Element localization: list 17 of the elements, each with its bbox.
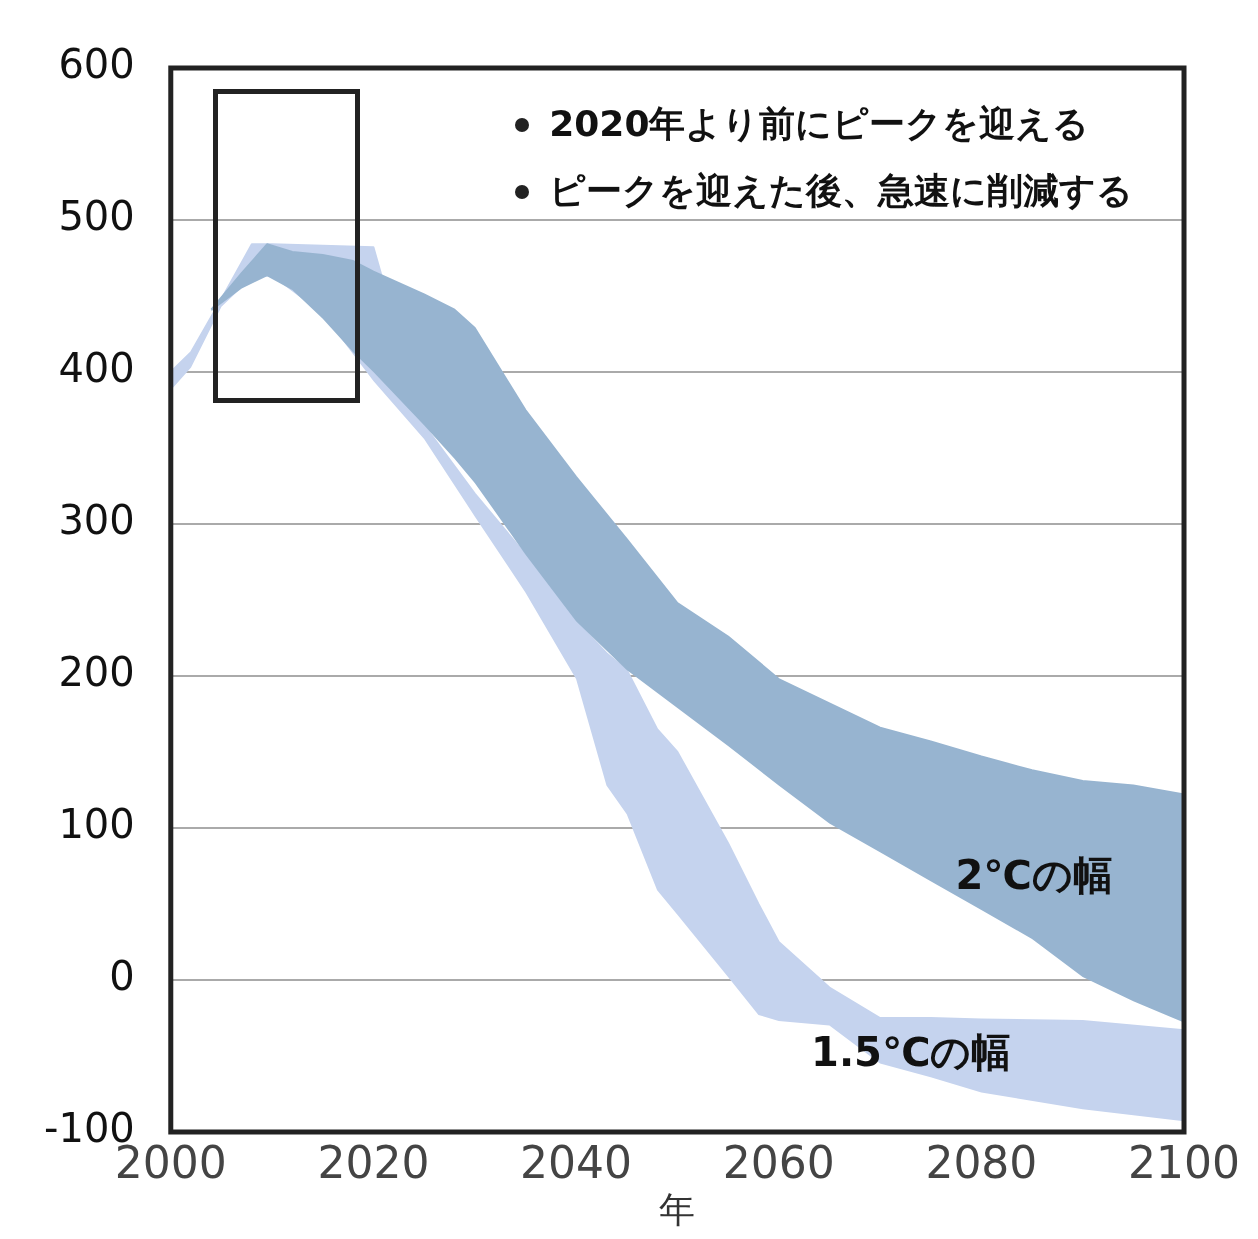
series-label: 1.5℃の幅 bbox=[811, 1029, 1012, 1076]
y-tick-label: 500 bbox=[58, 193, 135, 240]
y-tick-label: 100 bbox=[58, 801, 135, 848]
x-axis-title: 年 bbox=[659, 1188, 696, 1230]
series-label: 2℃の幅 bbox=[955, 852, 1113, 899]
x-tick-label: 2040 bbox=[520, 1136, 633, 1188]
y-tick-label: 0 bbox=[109, 953, 135, 1000]
x-tick-label: 2100 bbox=[1128, 1136, 1240, 1188]
annotation: ピークを迎えた後、急速に削減する bbox=[549, 169, 1134, 213]
y-tick-label: 200 bbox=[58, 649, 135, 696]
x-tick-label: 2020 bbox=[317, 1136, 430, 1188]
x-tick-label: 2080 bbox=[925, 1136, 1038, 1188]
y-tick-label: 300 bbox=[58, 497, 135, 544]
y-tick-label: 600 bbox=[58, 41, 135, 88]
y-tick-label: 400 bbox=[58, 345, 135, 392]
x-tick-label: 2060 bbox=[722, 1136, 835, 1188]
annotation: 2020年より前にピークを迎える bbox=[549, 102, 1090, 146]
